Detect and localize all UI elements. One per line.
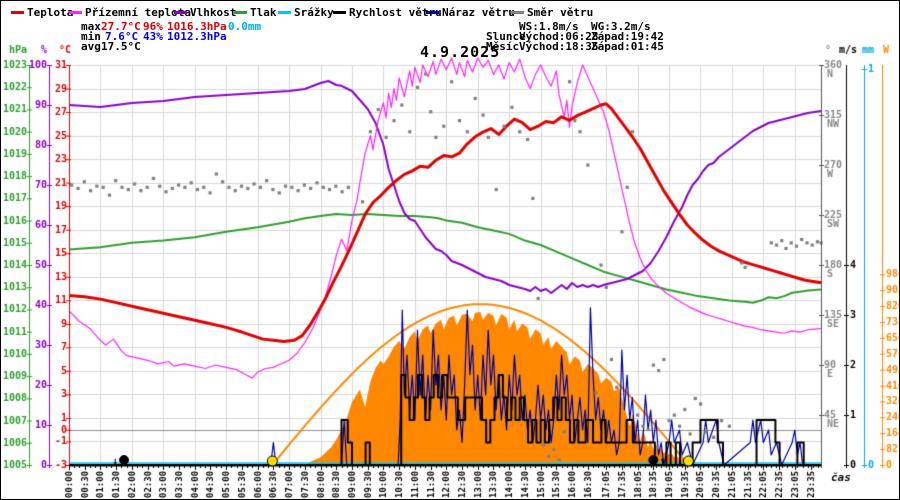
moonrise-time: Východ:18:35 [519, 40, 599, 53]
legend-item-1: Teplota [11, 5, 73, 19]
stat-min-temp: 7.6°C [105, 30, 139, 43]
stat-avg-temp: 17.5°C [101, 40, 141, 53]
stat-max-pres: 1016.3hPa [167, 20, 227, 33]
legend-label: Srážky [294, 5, 334, 19]
sunset-time: Západ:19:42 [591, 30, 664, 43]
legend-item-5: Srážky [278, 5, 334, 19]
legend-color-dash [426, 10, 439, 14]
legend-label: Směr větru [527, 5, 594, 19]
stat-min-hum: 43% [143, 30, 163, 43]
legend-item-3: Vlhkost [174, 5, 236, 19]
legend-label: Přízemní teplota [85, 5, 191, 19]
sunrise-time: Východ:06:28 [519, 30, 599, 43]
stat-max-hum: 96% [143, 20, 163, 33]
moon-label: Měsíc [486, 40, 520, 53]
legend-label: Rychlost větru [349, 5, 442, 19]
stat-min-label: min [81, 30, 101, 43]
legend-color-dash [511, 10, 524, 14]
legend-color-dash [333, 10, 346, 14]
legend-item-6: Rychlost větru [333, 5, 442, 19]
stat-avg-label: avg [81, 40, 101, 53]
stat-min-pres: 1012.3hPa [167, 30, 227, 43]
legend-label: Tlak [250, 5, 277, 19]
chart-title-date: 4.9.2025 [420, 43, 501, 61]
legend-color-dash [11, 10, 24, 14]
legend-item-2: Přízemní teplota [69, 5, 191, 19]
legend-item-7: Náraz větru [426, 5, 515, 19]
stat-max-precip: 0.0mm [228, 20, 262, 33]
moonset-time: Západ:01:45 [591, 40, 664, 53]
stat-max-temp: 27.7°C [101, 20, 141, 33]
stat-max-label: max [81, 20, 101, 33]
legend-item-4: Tlak [234, 5, 277, 19]
stat-wind-gust-max: WG:3.2m/s [591, 20, 651, 33]
legend-label: Náraz větru [442, 5, 515, 19]
legend-color-dash [174, 10, 187, 14]
legend-label: Vlhkost [190, 5, 237, 19]
legend-color-dash [234, 10, 247, 14]
legend-item-8: Směr větru [511, 5, 593, 19]
legend-color-dash [278, 10, 291, 14]
sun-label: Slunce [486, 30, 526, 43]
legend-color-dash [69, 10, 82, 14]
stat-wind-speed-max: WS:1.8m/s [519, 20, 579, 33]
legend-label: Teplota [27, 5, 74, 19]
